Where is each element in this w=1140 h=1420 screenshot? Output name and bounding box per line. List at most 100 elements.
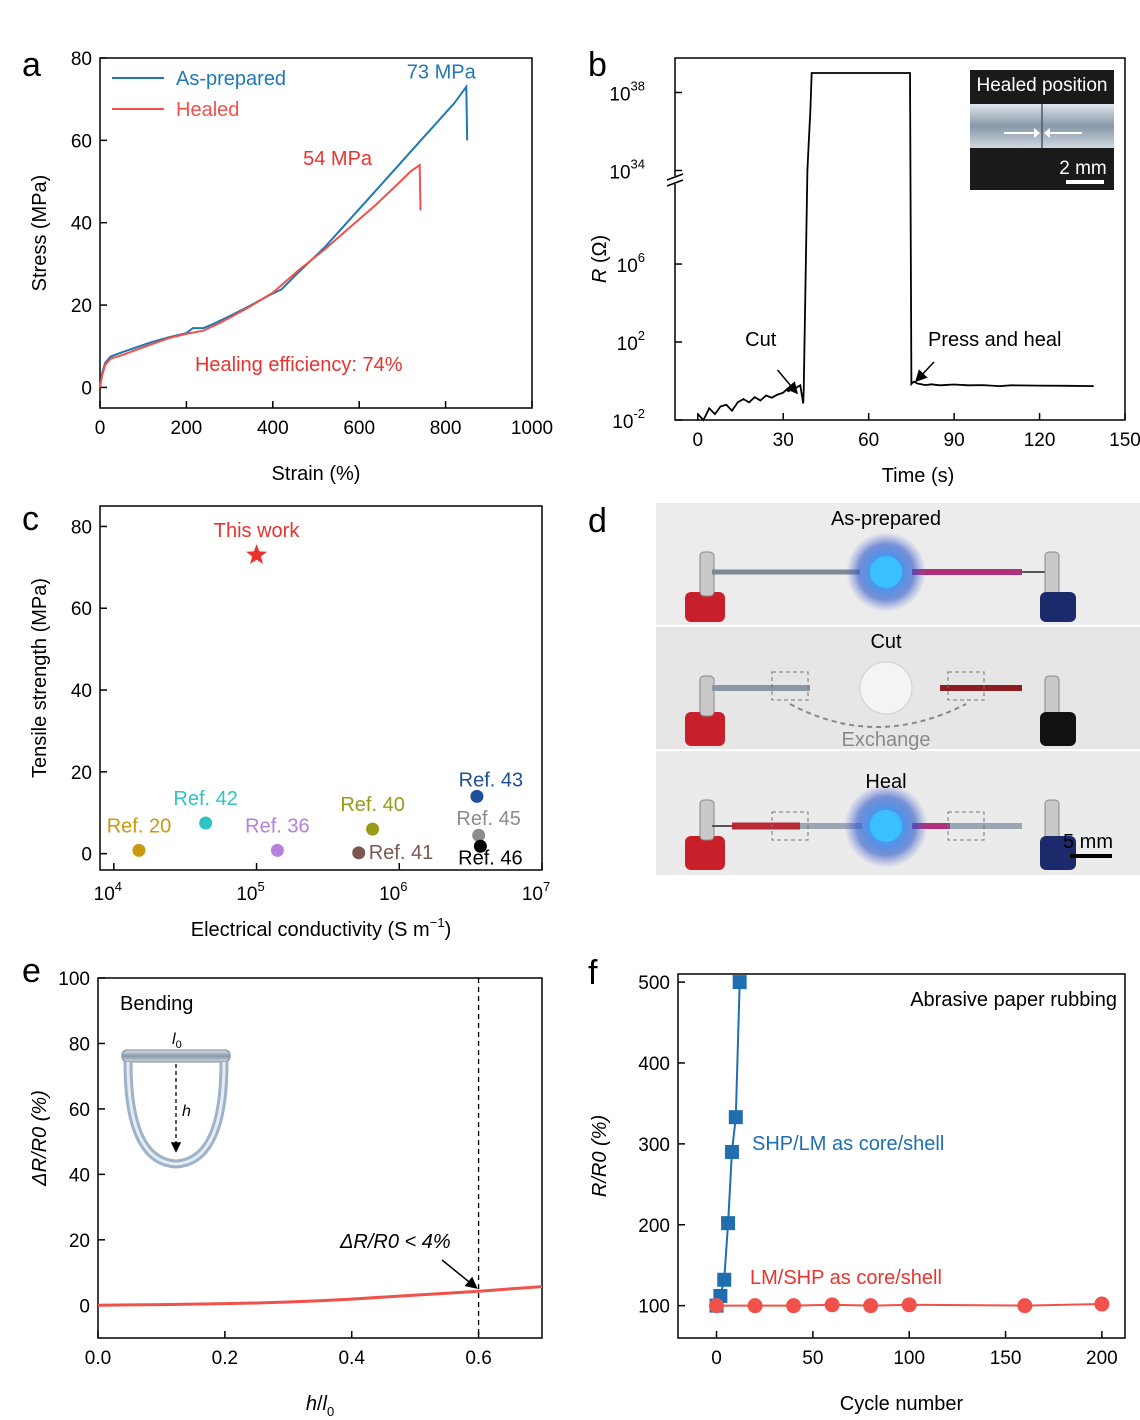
- inset-wire-top: [121, 1049, 231, 1063]
- clip-metal: [699, 551, 715, 597]
- chart-f-point-lm-shp: [863, 1298, 879, 1314]
- circuit-cut: Cut Exchange: [685, 631, 1076, 751]
- red-clip: [685, 836, 725, 870]
- chart-c-point-label: Ref. 45: [456, 808, 520, 830]
- chart-b-axis-break-gap: [669, 176, 681, 184]
- panel-label-a: a: [22, 46, 41, 84]
- chart-c-point-this-work: [246, 544, 267, 564]
- chart-c-x-tick-label: 105: [236, 879, 264, 905]
- chart-c-y-tick-label: 20: [71, 763, 92, 784]
- chart-b-x-tick-label: 150: [1109, 430, 1140, 451]
- chart-c-point-label: Ref. 20: [107, 815, 171, 837]
- led: [870, 810, 902, 842]
- clip-metal: [699, 675, 715, 717]
- chart-c-point: [472, 828, 486, 842]
- chart-b-annotation-cut: Cut: [745, 329, 777, 351]
- chart-f-series-line: [715, 982, 741, 1306]
- chart-f-y-tick-label: 500: [638, 973, 670, 994]
- chart-f-point-lm-shp: [786, 1298, 802, 1314]
- inset-title: Healed position: [977, 75, 1108, 96]
- panel-label-f: f: [588, 954, 598, 992]
- chart-a-y-tick-label: 80: [71, 49, 92, 70]
- chart-e: 0.0 0.2 0.4 0.6 0 20 40 60 80 100 h/l0 ΔR/R0 (%) Ben…: [29, 969, 543, 1419]
- chart-e-x-tick-label: 0.6: [465, 1348, 491, 1369]
- photo-panel-d: As-prepared Cut Exchange: [656, 503, 1140, 875]
- inset-scale-label: 2 mm: [1059, 158, 1107, 179]
- chart-a-x-tick-label: 200: [171, 418, 203, 439]
- circuit-heal: Heal 5 mm: [685, 771, 1113, 870]
- inset-wire-highlight: [126, 1061, 226, 1166]
- clip-metal: [1044, 675, 1060, 717]
- chart-f-y-axis-label: R/R0 (%): [589, 1115, 611, 1197]
- chart-b-series-resistance: [697, 72, 1094, 422]
- chart-c-x-tick-label: 107: [522, 879, 550, 905]
- chart-f-label-shp-lm: SHP/LM as core/shell: [752, 1133, 944, 1155]
- chart-f-x-tick-label: 150: [990, 1348, 1022, 1369]
- chart-f-y-tick-label: 400: [638, 1054, 670, 1075]
- chart-f-point-lm-shp: [1094, 1296, 1110, 1312]
- chart-c-x-tick-label: 104: [94, 879, 122, 905]
- chart-a-x-axis-label: Strain (%): [272, 463, 361, 485]
- chart-c-point: [366, 822, 380, 836]
- chart-c-x-axis-label: Electrical conductivity (S m−1): [191, 915, 451, 941]
- chart-a-plot-frame: [99, 57, 533, 409]
- chart-e-y-tick-label: 20: [69, 1231, 90, 1252]
- chart-a-annotation: 73 MPa: [407, 62, 477, 84]
- chart-a-y-tick-label: 40: [71, 214, 92, 235]
- chart-c-point-label: Ref. 43: [459, 769, 523, 791]
- panel-label-c: c: [22, 500, 39, 538]
- chart-a-x-tick-label: 0: [95, 418, 106, 439]
- chart-b-y-tick-label: 10-2: [612, 406, 645, 433]
- chart-e-y-tick-label: 80: [69, 1034, 90, 1055]
- clip-metal: [1044, 551, 1060, 597]
- chart-b-y-axis-label: R (Ω): [589, 235, 611, 283]
- chart-e-y-axis-label: ΔR/R0 (%): [29, 1090, 51, 1187]
- chart-c-plot-frame: [99, 505, 543, 871]
- dashed-box-right: [947, 671, 985, 701]
- chart-c-point-label: Ref. 42: [173, 788, 237, 810]
- chart-e-y-tick-label: 40: [69, 1165, 90, 1186]
- chart-f-point-shp-lm: [724, 1144, 739, 1159]
- chart-f-point-lm-shp: [1017, 1298, 1033, 1314]
- chart-f-point-shp-lm: [728, 1110, 743, 1125]
- chart-e-arrow: [441, 1259, 478, 1289]
- chart-b-arrow-heal: [915, 361, 935, 383]
- chart-f-y-tick-label: 200: [638, 1216, 670, 1237]
- chart-b-axis-break-mark: [666, 179, 684, 187]
- chart-f-annotation: Abrasive paper rubbing: [910, 989, 1117, 1011]
- chart-c-y-tick-label: 80: [71, 517, 92, 538]
- chart-f-point-shp-lm: [732, 975, 747, 990]
- chart-e-plot-frame: [97, 977, 543, 1339]
- inset-arrowhead: [1044, 128, 1050, 138]
- blue-clip: [1040, 592, 1076, 622]
- clip-metal: [1044, 799, 1060, 841]
- chart-e-y-tick-label: 0: [79, 1296, 90, 1317]
- red-clip: [685, 592, 725, 622]
- chart-f-x-tick-label: 50: [802, 1348, 823, 1369]
- chart-e-annotation-bending: Bending: [120, 993, 193, 1015]
- chart-a-x-tick-label: 800: [430, 418, 462, 439]
- chart-e-x-tick-label: 0.4: [339, 1348, 366, 1369]
- chart-a-legend-label: Healed: [176, 99, 239, 121]
- red-clip: [685, 712, 725, 746]
- chart-a-y-tick-label: 60: [71, 131, 92, 152]
- chart-c-point: [473, 839, 487, 853]
- chart-b-y-tick-label: 102: [617, 328, 645, 355]
- led-off: [859, 661, 913, 715]
- dashed-box-left: [771, 811, 809, 841]
- chart-e-x-axis-label: h/l0: [306, 1393, 334, 1419]
- chart-a-annotation: Healing efficiency: 74%: [195, 354, 403, 376]
- panel-label-e: e: [22, 952, 41, 990]
- chart-b-x-tick-label: 0: [692, 430, 703, 451]
- chart-e-inset-bent-wire: l0 h: [121, 1031, 231, 1169]
- panel-label-b: b: [588, 46, 607, 84]
- chart-f-point-shp-lm: [717, 1272, 732, 1287]
- circuit-as-prepared: As-prepared: [685, 508, 1076, 622]
- chart-f-point-lm-shp: [901, 1297, 917, 1313]
- chart-f-point-lm-shp: [747, 1298, 763, 1314]
- chart-f-x-tick-label: 200: [1086, 1348, 1118, 1369]
- chart-e-series: [97, 1285, 543, 1307]
- chart-c-y-axis-label: Tensile strength (MPa): [29, 578, 51, 778]
- chart-c-point-label: Ref. 46: [458, 847, 522, 869]
